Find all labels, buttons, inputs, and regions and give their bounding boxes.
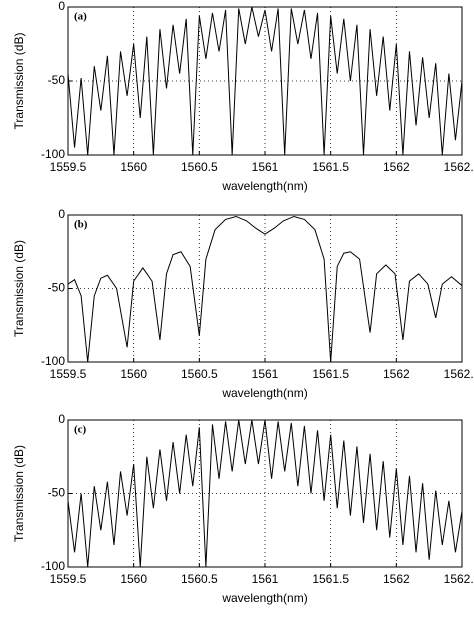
data-line	[68, 420, 462, 567]
plot-frame	[67, 419, 463, 568]
x-tick-label: 1561.5	[312, 572, 349, 586]
y-axis-label: Transmission (dB)	[12, 445, 26, 542]
x-tick-label: 1562	[383, 367, 410, 381]
data-line	[68, 215, 462, 362]
x-tick-label: 1559.5	[50, 160, 87, 174]
x-tick-label: 1559.5	[50, 572, 87, 586]
panel: 1559.5 1560 1560.5 1561 1561.5 1562 1562.5 -100…	[12, 0, 474, 193]
panel: 1559.5 1560 1560.5 1561 1561.5 1562 1562.5 -100…	[12, 412, 474, 605]
x-tick-label: 1561.5	[312, 160, 349, 174]
x-tick-label: 1560.5	[181, 367, 218, 381]
x-tick-label: 1560	[120, 367, 147, 381]
y-tick-label: -50	[48, 486, 66, 500]
panel-label: (c)	[74, 424, 87, 436]
panel-label: (a)	[74, 11, 87, 23]
x-tick-label: 1562	[383, 160, 410, 174]
y-axis-label: Transmission (dB)	[12, 33, 26, 130]
series	[68, 215, 462, 362]
data-line	[68, 7, 462, 155]
x-tick-label: 1560	[120, 572, 147, 586]
y-tick-label: -100	[41, 559, 65, 573]
y-tick-label: -50	[48, 281, 66, 295]
x-axis-label: wavelength(nm)	[221, 591, 307, 605]
panel: 1559.5 1560 1560.5 1561 1561.5 1562 1562.5 -100…	[12, 207, 474, 400]
x-tick-label: 1561.5	[312, 367, 349, 381]
x-axis-label: wavelength(nm)	[221, 179, 307, 193]
y-tick-label: 0	[58, 412, 65, 426]
series	[68, 7, 462, 155]
x-tick-label: 1562	[383, 572, 410, 586]
x-tick-label: 1560.5	[181, 160, 218, 174]
x-tick-label: 1559.5	[50, 367, 87, 381]
plot-frame	[67, 214, 463, 363]
y-tick-label: -100	[41, 147, 65, 161]
x-tick-label: 1562.5	[444, 160, 474, 174]
y-tick-label: -50	[48, 73, 66, 87]
x-tick-label: 1561	[252, 160, 279, 174]
series	[68, 420, 462, 567]
plot-frame	[67, 6, 463, 156]
x-tick-label: 1561	[252, 572, 279, 586]
x-tick-label: 1560.5	[181, 572, 218, 586]
y-tick-label: 0	[58, 207, 65, 221]
y-tick-label: 0	[58, 0, 65, 13]
y-tick-label: -100	[41, 354, 65, 368]
panel-label: (b)	[74, 219, 88, 231]
x-tick-label: 1562.5	[444, 572, 474, 586]
y-axis-label: Transmission (dB)	[12, 240, 26, 337]
x-axis-label: wavelength(nm)	[221, 386, 307, 400]
x-tick-label: 1560	[120, 160, 147, 174]
x-tick-label: 1562.5	[444, 367, 474, 381]
x-tick-label: 1561	[252, 367, 279, 381]
